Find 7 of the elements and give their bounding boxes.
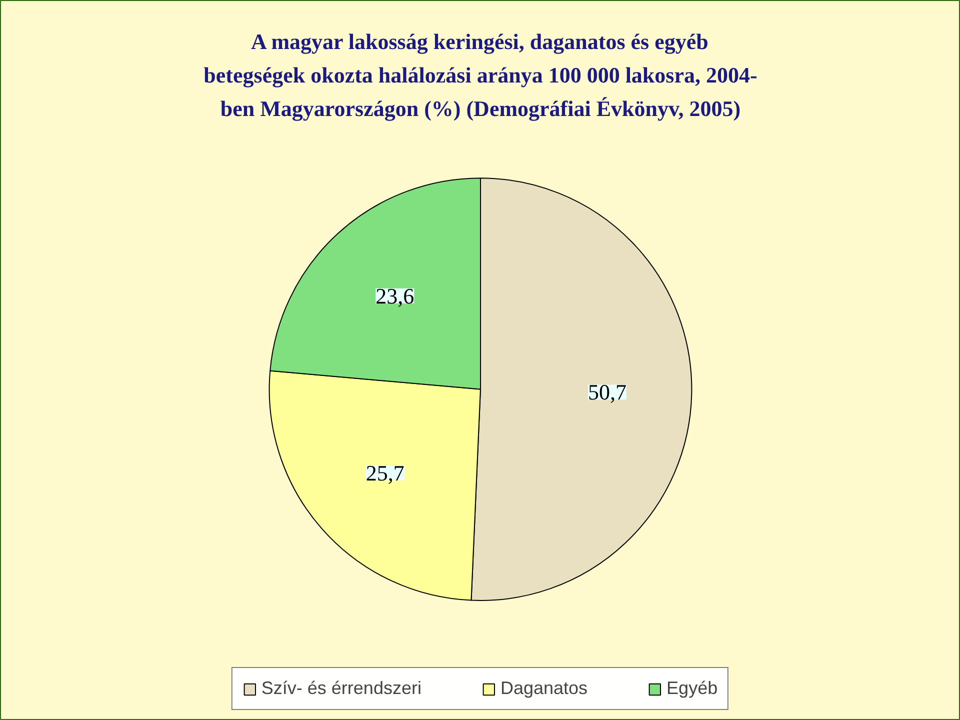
data-label: 23,6 <box>376 283 414 308</box>
data-label: 50,7 <box>588 380 626 405</box>
data-label: 25,7 <box>366 460 404 486</box>
legend-label: Egyéb <box>666 678 718 699</box>
chart-title: A magyar lakosság keringési, daganatos és egyéb betegségek okozta halálozási aránya 100 000 lakosra, 2004- ben Magyarországon (%) (Demográfiai Évkönyv, 2005) <box>204 28 758 121</box>
legend-label: Szív- és érrendszeri <box>261 678 422 699</box>
legend-label: Daganatos <box>500 678 588 699</box>
